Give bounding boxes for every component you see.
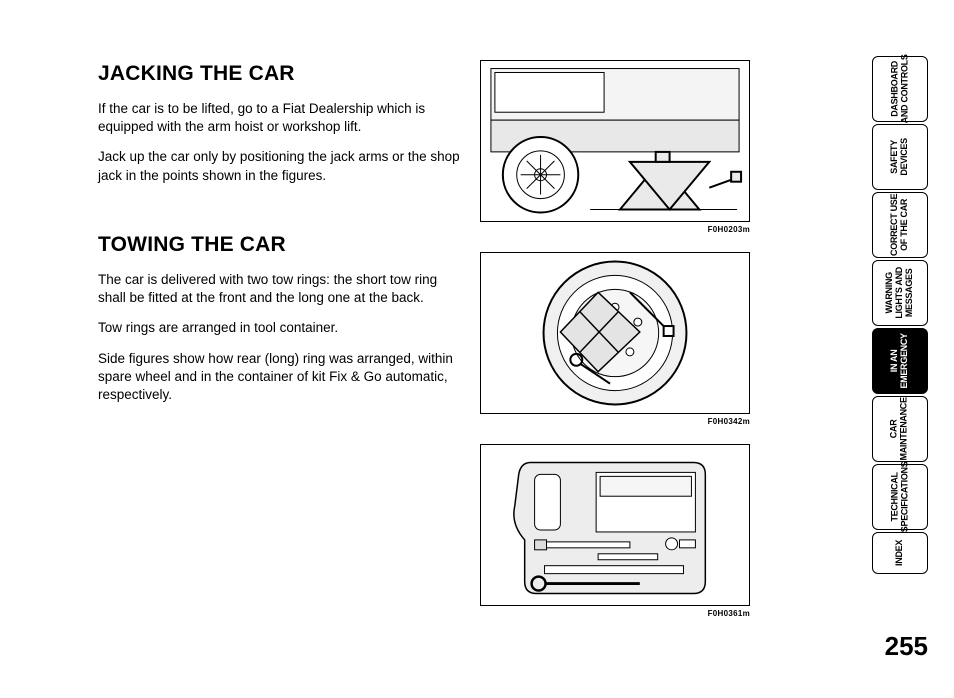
towing-p3: Side figures show how rear (long) ring w… [98, 350, 460, 405]
figure-jack [480, 60, 750, 222]
jacking-p1: If the car is to be lifted, go to a Fiat… [98, 100, 460, 136]
manual-page: JACKING THE CAR If the car is to be lift… [0, 0, 954, 698]
section-tab-label: INDEX [895, 540, 905, 566]
section-tab-1[interactable]: SAFETYDEVICES [872, 124, 928, 190]
section-tab-7[interactable]: INDEX [872, 532, 928, 574]
section-tabs: DASHBOARDAND CONTROLS SAFETYDEVICES CORREC… [872, 56, 928, 576]
figure-toolkit-caption: F0H0361m [480, 609, 750, 618]
figure-spare-caption: F0H0342m [480, 417, 750, 426]
heading-towing: TOWING THE CAR [98, 233, 460, 257]
section-tab-4[interactable]: IN ANEMERGENCY [872, 328, 928, 394]
towing-p2: Tow rings are arranged in tool container… [98, 319, 460, 337]
section-tab-label: DASHBOARDAND CONTROLS [890, 55, 910, 124]
figure-tool-kit [480, 444, 750, 606]
section-tab-label: IN ANEMERGENCY [890, 333, 910, 388]
figures-column: F0H0203m [480, 0, 780, 698]
jack-illustration-icon [481, 60, 749, 222]
section-tab-2[interactable]: CORRECT USEOF THE CAR [872, 192, 928, 258]
section-spacer [98, 197, 460, 233]
section-tab-6[interactable]: TECHNICALSPECIFICATIONS [872, 464, 928, 530]
figure-jack-caption: F0H0203m [480, 225, 750, 234]
page-number: 255 [885, 631, 928, 662]
text-column: JACKING THE CAR If the car is to be lift… [0, 0, 480, 698]
section-tab-label: TECHNICALSPECIFICATIONS [890, 462, 910, 533]
section-tab-0[interactable]: DASHBOARDAND CONTROLS [872, 56, 928, 122]
section-tab-label: CARMAINTENANCE [890, 397, 910, 460]
towing-p1: The car is delivered with two tow rings:… [98, 271, 460, 307]
section-tab-label: SAFETYDEVICES [890, 138, 910, 175]
toolkit-illustration-icon [481, 444, 749, 606]
section-tab-3[interactable]: WARNINGLIGHTS ANDMESSAGES [872, 260, 928, 326]
section-tab-label: WARNINGLIGHTS ANDMESSAGES [885, 267, 915, 319]
jacking-p2: Jack up the car only by positioning the … [98, 148, 460, 184]
tabs-column: DASHBOARDAND CONTROLS SAFETYDEVICES CORREC… [780, 0, 954, 698]
spare-wheel-illustration-icon [481, 252, 749, 414]
heading-jacking: JACKING THE CAR [98, 62, 460, 86]
section-tab-label: CORRECT USEOF THE CAR [890, 194, 910, 256]
figure-spare-wheel [480, 252, 750, 414]
section-tab-5[interactable]: CARMAINTENANCE [872, 396, 928, 462]
